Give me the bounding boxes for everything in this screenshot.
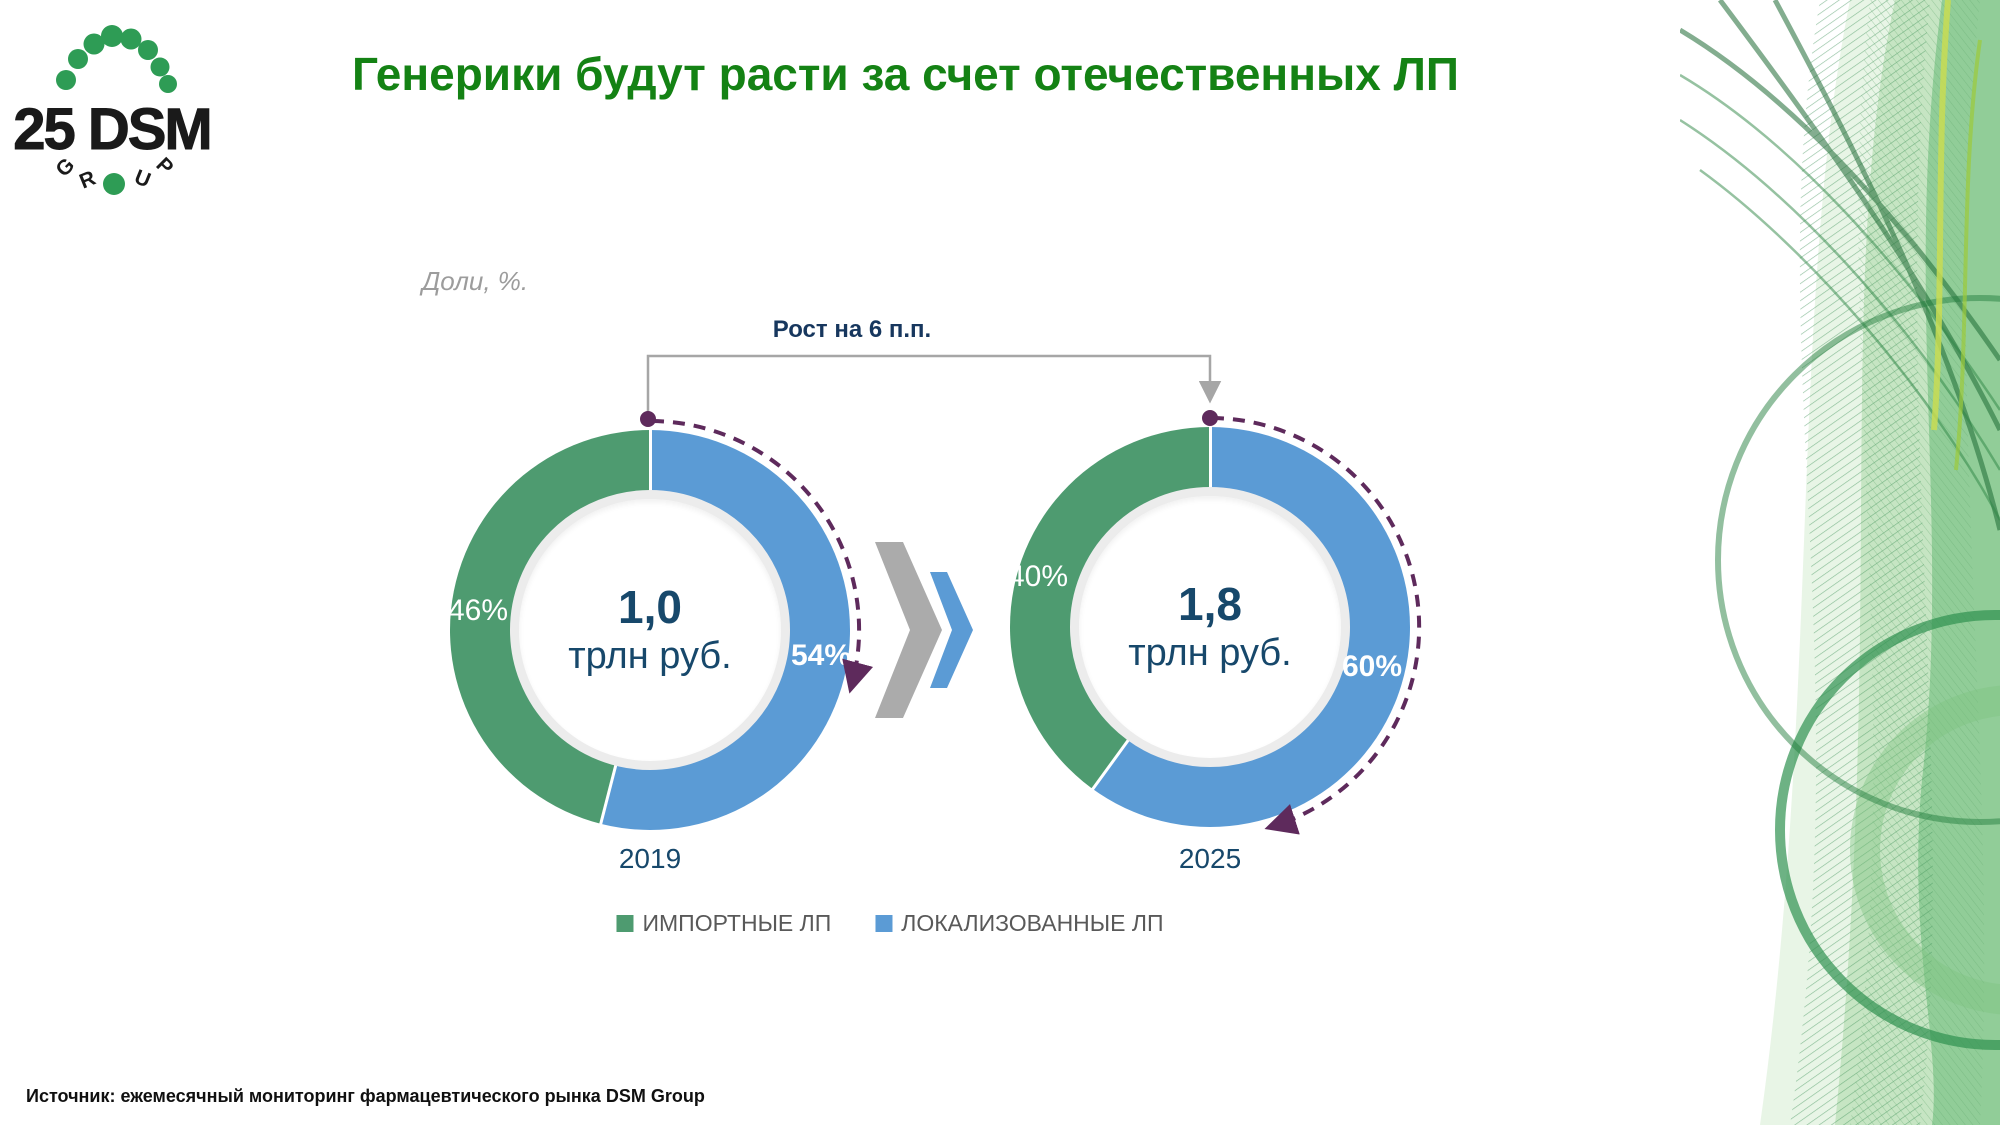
legend-swatch-imported xyxy=(616,915,634,932)
svg-text:R: R xyxy=(76,166,99,193)
legend-label-imported: ИМПОРТНЫЕ ЛП xyxy=(642,910,832,936)
source-note: Источник: ежемесячный мониторинг фармаце… xyxy=(26,1086,705,1106)
trend-start-dot-2019 xyxy=(640,411,656,427)
growth-bracket xyxy=(646,354,1222,414)
donut-chart-2019: 1,0 трлн руб. xyxy=(450,428,850,830)
trend-start-dot-2025 xyxy=(1202,410,1218,426)
center-value-2019: 1,0 xyxy=(618,580,682,633)
legend-item-imported: ИМПОРТНЫЕ ЛП xyxy=(616,910,831,937)
legend-swatch-localized xyxy=(875,915,893,932)
legend-item-localized: ЛОКАЛИЗОВАННЫЕ ЛП xyxy=(875,910,1164,937)
chevron-gray-icon xyxy=(875,542,942,718)
year-label-2019: 2019 xyxy=(618,843,682,874)
share-label-imported-2025: 40% xyxy=(1007,560,1069,593)
slide-title: Генерики будут расти за счет отечественн… xyxy=(352,48,1459,100)
center-unit-2025: трлн руб. xyxy=(1128,631,1292,674)
share-label-localized-2019: 54% xyxy=(790,639,852,672)
logo-group-dot xyxy=(103,173,125,195)
dsm-logo: 25 DSM G R U P xyxy=(10,8,220,203)
donut-center-2019: 1,0 трлн руб. xyxy=(510,490,790,770)
units-note: Доли, %. xyxy=(422,266,529,296)
chevron-blue-icon xyxy=(930,572,973,688)
center-unit-2019: трлн руб. xyxy=(568,634,732,677)
segment-separator xyxy=(648,428,652,494)
center-value-2025: 1,8 xyxy=(1178,577,1242,630)
share-label-imported-2019: 46% xyxy=(447,594,509,627)
growth-annotation-label: Рост на 6 п.п. xyxy=(772,316,932,343)
logo-dots-arc xyxy=(56,25,177,93)
decorative-green-swoosh xyxy=(1680,0,2000,1125)
segment-separator xyxy=(1208,425,1212,491)
svg-text:U: U xyxy=(131,165,154,192)
chart-legend: ИМПОРТНЫЕ ЛП ЛОКАЛИЗОВАННЫЕ ЛП xyxy=(616,910,1164,937)
donut-center-2025: 1,8 трлн руб. xyxy=(1070,487,1350,767)
legend-label-localized: ЛОКАЛИЗОВАННЫЕ ЛП xyxy=(901,910,1164,936)
donut-chart-2025: 1,8 трлн руб. xyxy=(1010,425,1410,827)
year-label-2025: 2025 xyxy=(1178,843,1242,874)
logo-wordmark: 25 DSM xyxy=(13,97,211,162)
share-label-localized-2025: 60% xyxy=(1341,650,1403,683)
